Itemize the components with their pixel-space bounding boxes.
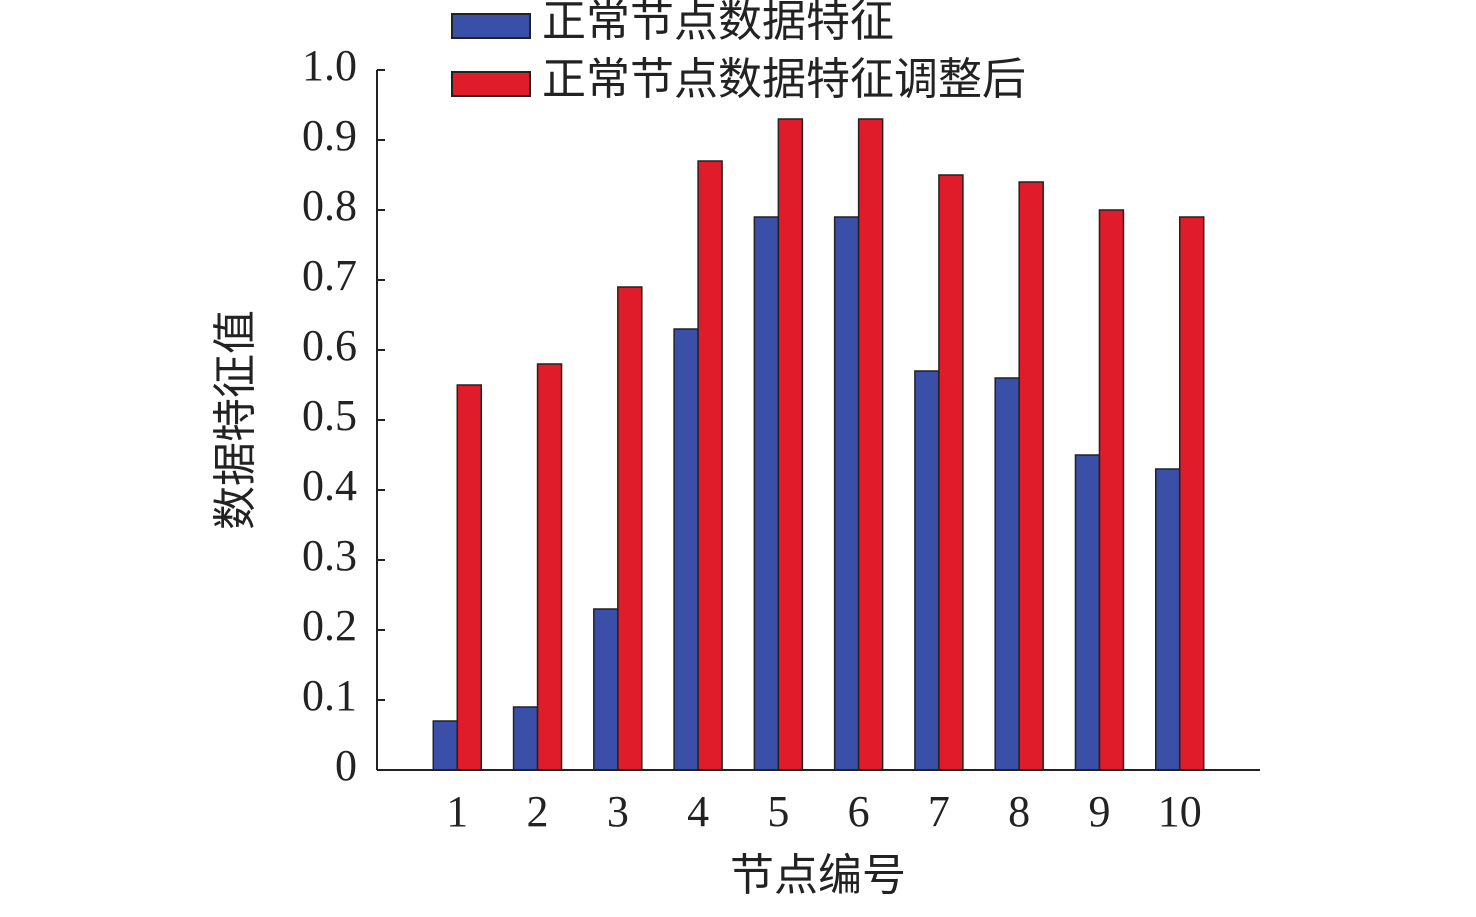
y-tick-label: 0.3 [302, 531, 357, 580]
bar [512, 706, 539, 771]
legend-swatch [451, 13, 531, 39]
bar [833, 216, 860, 771]
x-tick-label: 5 [767, 787, 789, 836]
bar [857, 118, 884, 771]
y-tick-label: 0 [335, 741, 357, 790]
bar [432, 720, 459, 771]
y-axis-label: 数据特征值 [211, 310, 260, 530]
y-tick-label: 0.6 [302, 321, 357, 370]
x-tick-label: 9 [1088, 787, 1110, 836]
y-tick-label: 0.8 [302, 181, 357, 230]
x-tick-label: 7 [928, 787, 950, 836]
x-tick-label: 1 [446, 787, 468, 836]
x-tick-label: 2 [527, 787, 549, 836]
y-tick-label: 1.0 [302, 41, 357, 90]
x-tick-label: 8 [1008, 787, 1030, 836]
legend-swatch [451, 71, 531, 97]
x-tick-label: 6 [848, 787, 870, 836]
bar [673, 328, 699, 771]
y-tick-label: 0.1 [302, 671, 357, 720]
bar [456, 384, 483, 771]
bar [914, 370, 940, 771]
bar [1154, 468, 1181, 771]
y-tick-label: 0.7 [302, 251, 357, 300]
bar [753, 216, 780, 771]
bar [617, 286, 643, 771]
legend-label: 正常节点数据特征调整后 [542, 55, 1026, 104]
y-tick-label: 0.2 [302, 601, 357, 650]
bar [536, 363, 563, 771]
bar [1018, 181, 1044, 771]
y-tick-label: 0.9 [302, 111, 357, 160]
bar [1178, 216, 1205, 771]
y-tick-label: 0.5 [302, 391, 357, 440]
bar [697, 160, 723, 771]
legend-label: 正常节点数据特征 [542, 0, 894, 46]
bar [777, 118, 804, 771]
bar [994, 377, 1020, 771]
bar [593, 608, 619, 771]
x-tick-label: 3 [607, 787, 629, 836]
x-axis-label: 节点编号 [730, 851, 906, 900]
y-tick-label: 0.4 [302, 461, 357, 510]
x-tick-label: 10 [1158, 787, 1202, 836]
bar [938, 174, 964, 771]
bar [1074, 454, 1101, 771]
bar [1098, 209, 1125, 771]
x-tick-label: 4 [687, 787, 709, 836]
